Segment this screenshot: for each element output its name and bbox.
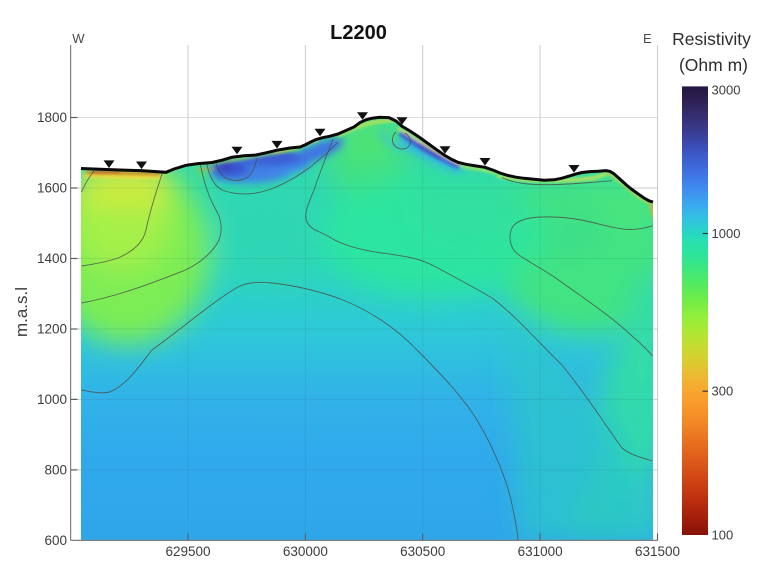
svg-text:1800: 1800 [37, 110, 67, 125]
svg-text:630500: 630500 [400, 544, 445, 559]
svg-text:1000: 1000 [37, 392, 67, 407]
svg-text:1400: 1400 [37, 251, 67, 266]
svg-text:3000: 3000 [712, 83, 741, 98]
svg-text:1000: 1000 [712, 226, 741, 241]
svg-text:Resistivity: Resistivity [672, 29, 751, 49]
svg-text:L2200: L2200 [330, 22, 387, 44]
svg-text:629500: 629500 [165, 544, 210, 559]
svg-text:1600: 1600 [37, 181, 67, 196]
svg-text:W: W [72, 31, 85, 46]
svg-text:800: 800 [44, 463, 67, 478]
svg-text:1200: 1200 [37, 322, 67, 337]
svg-text:300: 300 [712, 384, 734, 399]
svg-text:631000: 631000 [518, 544, 563, 559]
svg-text:630000: 630000 [283, 544, 328, 559]
svg-text:m.a.s.l: m.a.s.l [12, 287, 31, 337]
svg-text:631500: 631500 [635, 544, 680, 559]
svg-text:(Ohm m): (Ohm m) [679, 55, 748, 75]
svg-text:100: 100 [712, 528, 734, 543]
svg-text:E: E [643, 31, 652, 46]
svg-text:600: 600 [44, 533, 67, 548]
